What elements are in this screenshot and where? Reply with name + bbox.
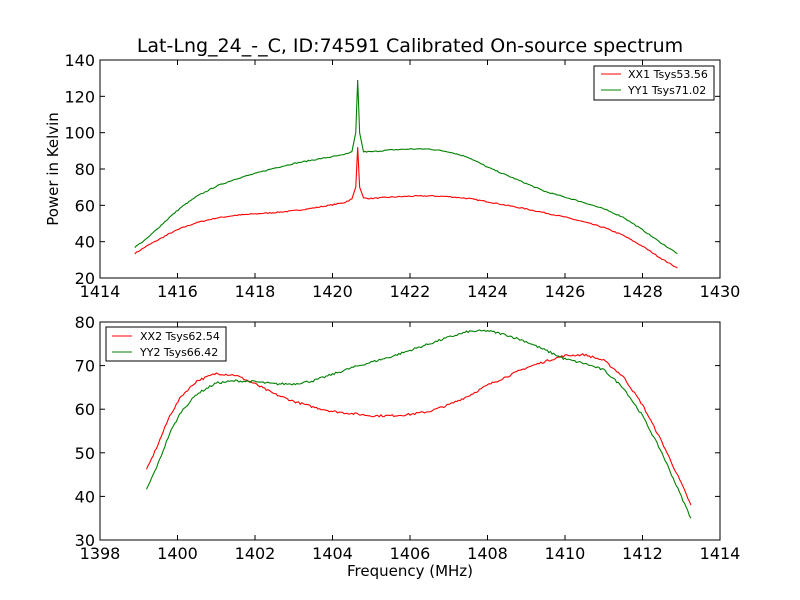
bottom-x-tick-label-1408: 1408	[467, 544, 508, 563]
top-legend: XX1 Tsys53.56 YY1 Tsys71.02	[593, 65, 715, 101]
bottom-y-tick-label-60: 60	[75, 400, 95, 419]
bottom-series-layer	[145, 329, 692, 519]
top-x-tick-label-1420: 1420	[312, 282, 353, 301]
bottom-y-tick-label-70: 70	[75, 357, 95, 376]
bottom-legend-label-yy2: YY2 Tsys66.42	[139, 346, 218, 359]
bottom-y-tick-label-40: 40	[75, 487, 95, 506]
top-y-tick-label-140: 140	[64, 51, 95, 70]
bottom-x-tick-label-1402: 1402	[235, 544, 276, 563]
top-y-tick-label-40: 40	[75, 233, 95, 252]
top-series-line-1	[134, 147, 678, 269]
top-y-tick-label-100: 100	[64, 124, 95, 143]
top-legend-label-yy1: YY1 Tsys71.02	[627, 84, 706, 97]
bottom-x-tick-label-1414: 1414	[700, 544, 741, 563]
top-spectrum-panel: 1414 1416 1418 1420 1422 1424 1426 1428 1430 20 40…	[44, 51, 740, 301]
top-x-tick-label-1428: 1428	[622, 282, 663, 301]
bottom-y-tick-label-80: 80	[75, 313, 95, 332]
top-y-tick-label-60: 60	[75, 196, 95, 215]
top-axis-ticks: 1414 1416 1418 1420 1422 1424 1426 1428 1430 20 40…	[64, 51, 740, 301]
bottom-y-tick-label-30: 30	[75, 531, 95, 550]
top-series-layer	[134, 79, 678, 269]
bottom-spectrum-panel: 1398 1400 1402 1404 1406 1408 1410 1412 1414 30 40…	[75, 313, 741, 580]
bottom-series-line-1	[145, 353, 692, 506]
bottom-x-tick-label-1400: 1400	[157, 544, 198, 563]
bottom-x-tick-label-1404: 1404	[312, 544, 353, 563]
bottom-legend-box	[105, 326, 227, 362]
bottom-y-tick-label-50: 50	[75, 444, 95, 463]
bottom-axis-ticks: 1398 1400 1402 1404 1406 1408 1410 1412 1414 30 40…	[75, 313, 741, 563]
bottom-x-tick-label-1406: 1406	[390, 544, 431, 563]
top-series-line-2	[134, 79, 678, 254]
top-y-tick-label-120: 120	[64, 87, 95, 106]
bottom-x-tick-label-1412: 1412	[622, 544, 663, 563]
top-x-tick-label-1426: 1426	[545, 282, 586, 301]
bottom-x-axis-label: Frequency (MHz)	[347, 562, 473, 580]
top-x-tick-label-1430: 1430	[700, 282, 741, 301]
top-x-tick-label-1424: 1424	[467, 282, 508, 301]
top-x-tick-label-1422: 1422	[390, 282, 431, 301]
top-y-tick-label-80: 80	[75, 160, 95, 179]
bottom-legend-label-xx2: XX2 Tsys62.54	[140, 330, 220, 343]
bottom-series-line-2	[145, 329, 692, 519]
top-x-tick-label-1418: 1418	[235, 282, 276, 301]
top-y-axis-label: Power in Kelvin	[44, 112, 62, 226]
top-x-tick-label-1416: 1416	[157, 282, 198, 301]
bottom-x-tick-label-1410: 1410	[545, 544, 586, 563]
top-legend-label-xx1: XX1 Tsys53.56	[628, 68, 708, 81]
top-x-tick-label-1414: 1414	[80, 282, 121, 301]
figure-title: Lat-Lng_24_-_C, ID:74591 Calibrated On-s…	[137, 35, 683, 57]
top-y-tick-label-20: 20	[75, 269, 95, 288]
top-legend-box	[593, 65, 715, 101]
bottom-legend: XX2 Tsys62.54 YY2 Tsys66.42	[105, 326, 227, 362]
bottom-x-tick-label-1398: 1398	[80, 544, 121, 563]
